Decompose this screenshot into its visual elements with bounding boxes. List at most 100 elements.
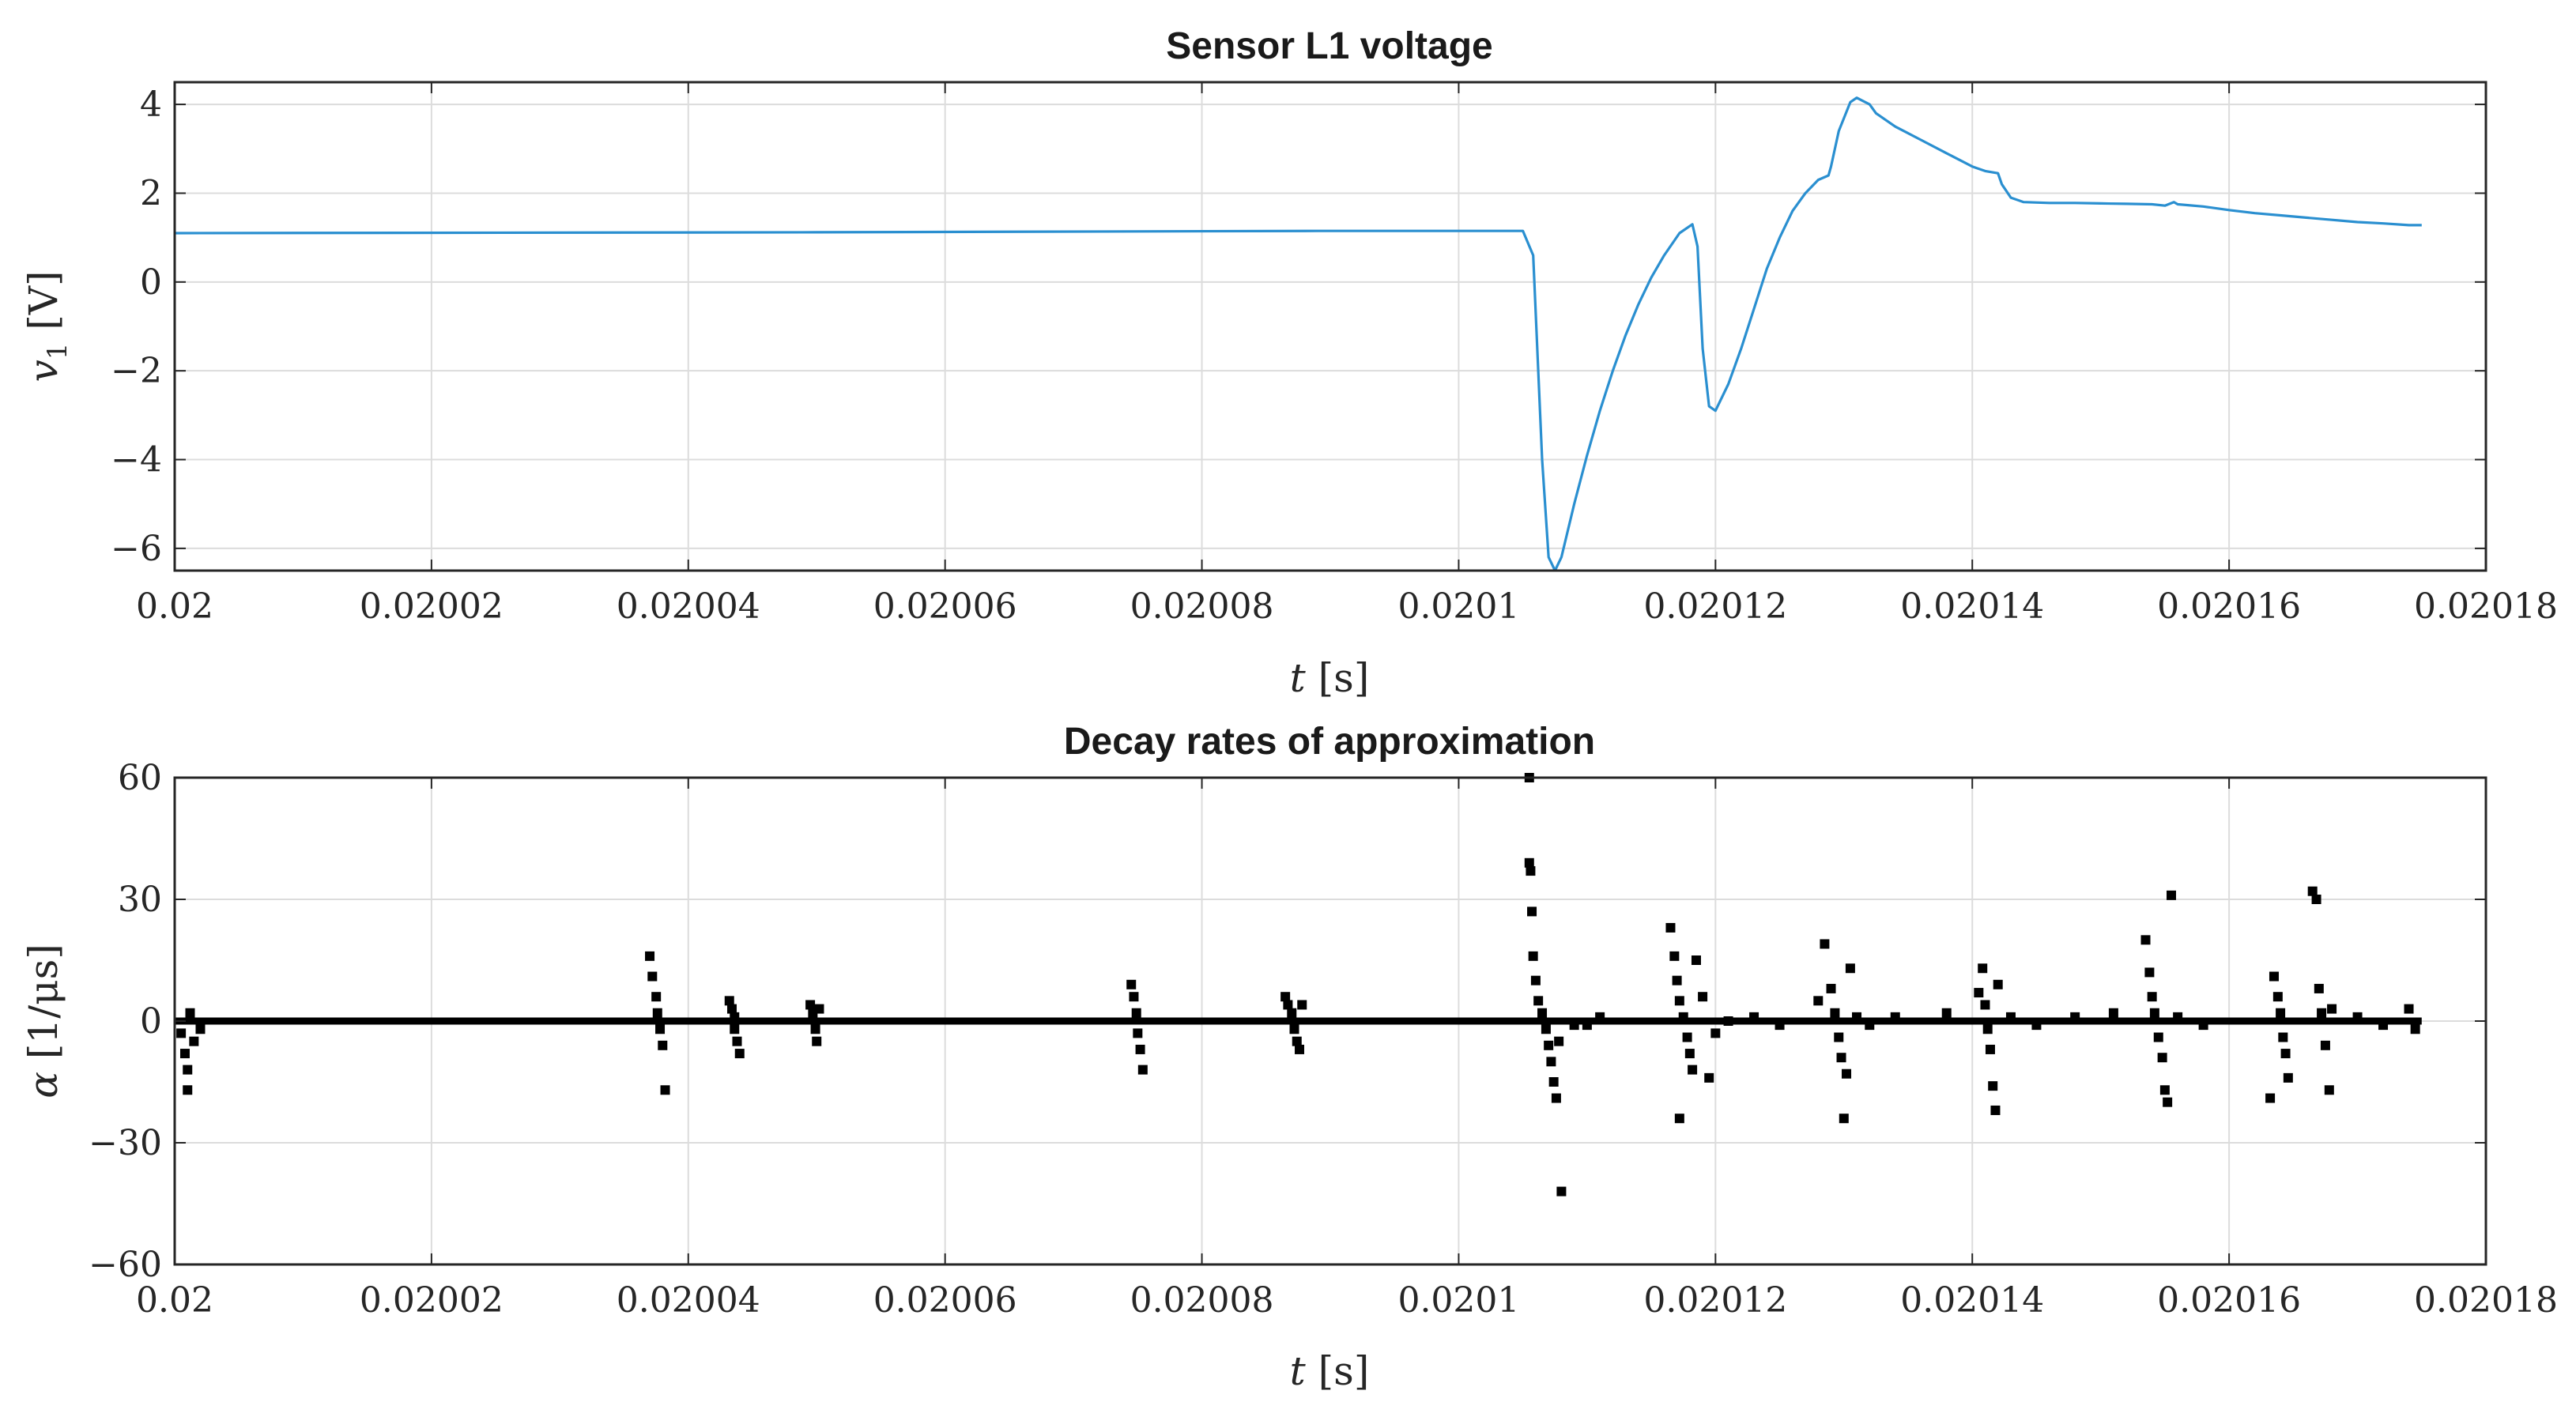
- decay-point: [1131, 1008, 1141, 1018]
- decay-rates-chart: Decay rates of approximation 0.02 0.02002…: [21, 721, 2558, 1394]
- voltage-y-tick-label: 2: [140, 173, 162, 213]
- decay-point: [652, 1008, 662, 1018]
- decay-point: [730, 1012, 740, 1022]
- decay-point: [2144, 967, 2155, 978]
- decay-x-tick-label: 0.02008: [1130, 1280, 1274, 1321]
- decay-point: [1530, 975, 1541, 985]
- decay-point: [1842, 1068, 1852, 1079]
- voltage-y-axis-label: v1 [V]: [21, 271, 74, 383]
- decay-point: [179, 1049, 190, 1059]
- voltage-x-tick-label: 0.02: [136, 586, 213, 627]
- voltage-ticks: 0.02 0.02002 0.02004 0.02006 0.02008 0.0201 0.…: [111, 82, 2558, 627]
- decay-point: [1533, 996, 1544, 1006]
- decay-point: [2320, 1040, 2330, 1050]
- decay-point: [1280, 992, 1291, 1002]
- decay-point: [185, 1008, 195, 1018]
- decay-point: [1985, 1044, 1995, 1054]
- decay-y-tick-label: −30: [89, 1123, 162, 1163]
- voltage-x-tick-label: 0.02008: [1130, 586, 1274, 627]
- voltage-y-tick-label: 4: [140, 85, 162, 125]
- decay-point: [1524, 857, 1534, 868]
- decay-y-tick-label: −60: [89, 1245, 162, 1285]
- decay-point: [1129, 992, 1139, 1002]
- decay-point: [2307, 886, 2318, 896]
- voltage-chart-title: Sensor L1 voltage: [1166, 25, 1492, 67]
- decay-point: [2327, 1004, 2337, 1014]
- voltage-line-v1: [175, 96, 2422, 571]
- decay-point: [1990, 1105, 2001, 1115]
- decay-point: [2283, 1072, 2293, 1083]
- decay-y-tick-label: 30: [118, 880, 162, 920]
- decay-point: [2198, 1020, 2208, 1031]
- decay-point: [1554, 1036, 1564, 1046]
- decay-x-axis-label: t [s]: [1290, 1348, 1370, 1394]
- decay-point: [1556, 1186, 1567, 1197]
- decay-point: [2410, 1024, 2420, 1034]
- decay-point: [2352, 1012, 2363, 1022]
- decay-point: [810, 1024, 820, 1034]
- decay-point: [1839, 1114, 1849, 1124]
- decay-chart-title: Decay rates of approximation: [1064, 721, 1595, 763]
- decay-point: [2163, 1097, 2173, 1107]
- voltage-x-tick-label: 0.02004: [617, 586, 760, 627]
- decay-x-tick-label: 0.0201: [1397, 1280, 1519, 1321]
- voltage-x-axis-label: t [s]: [1290, 655, 1370, 701]
- voltage-y-tick-label: −6: [111, 529, 162, 569]
- decay-point: [1826, 983, 1836, 993]
- decay-point: [814, 1004, 824, 1014]
- decay-point: [1820, 939, 1830, 949]
- decay-point: [195, 1024, 206, 1034]
- voltage-x-tick-label: 0.02014: [1900, 586, 2044, 627]
- decay-point: [1669, 951, 1680, 961]
- decay-point: [1749, 1012, 1759, 1022]
- decay-point: [1674, 996, 1684, 1006]
- decay-point: [1682, 1032, 1692, 1042]
- voltage-y-tick-label: −2: [111, 351, 162, 391]
- decay-point: [1980, 1000, 1990, 1010]
- decay-point: [727, 1004, 737, 1014]
- decay-point: [1135, 1044, 1145, 1054]
- decay-point: [1691, 955, 1701, 965]
- decay-point: [1546, 1057, 1556, 1067]
- decay-point: [1582, 1020, 1592, 1031]
- decay-point: [1287, 1008, 1297, 1018]
- decay-point: [1723, 1016, 1733, 1026]
- decay-point: [655, 1024, 666, 1034]
- decay-point: [1982, 1024, 1993, 1034]
- decay-point: [1126, 979, 1137, 989]
- decay-point: [1551, 1093, 1561, 1103]
- decay-point: [1813, 996, 1824, 1006]
- voltage-plot-frame: [173, 81, 2487, 572]
- decay-point: [1988, 1081, 1998, 1091]
- decay-point: [1890, 1012, 1900, 1022]
- decay-x-tick-label: 0.02018: [2414, 1280, 2558, 1321]
- decay-point: [734, 1049, 745, 1059]
- decay-ticks: 0.02 0.02002 0.02004 0.02006 0.02008 0.0201 0.…: [89, 758, 2558, 1321]
- voltage-x-tick-label: 0.02018: [2414, 586, 2558, 627]
- decay-point: [183, 1085, 193, 1095]
- decay-point: [2317, 1008, 2327, 1018]
- decay-point: [2314, 983, 2324, 993]
- decay-x-tick-label: 0.02004: [617, 1280, 760, 1321]
- voltage-y-tick-label: −4: [111, 440, 162, 480]
- decay-point: [1710, 1028, 1721, 1038]
- decay-point: [647, 971, 658, 982]
- decay-point: [660, 1085, 670, 1095]
- decay-point: [732, 1036, 742, 1046]
- decay-point: [1684, 1049, 1695, 1059]
- decay-point: [2031, 1020, 2042, 1031]
- decay-point: [176, 1028, 187, 1038]
- decay-point: [2276, 1008, 2286, 1018]
- decay-point: [2149, 1008, 2159, 1018]
- decay-scatter-points: [176, 773, 2420, 1197]
- decay-y-tick-label: 60: [118, 758, 162, 798]
- voltage-x-tick-label: 0.02006: [873, 586, 1017, 627]
- decay-point: [1845, 963, 1855, 974]
- decay-point: [1537, 1008, 1548, 1018]
- decay-point: [1834, 1032, 1844, 1042]
- decay-point: [805, 1000, 816, 1010]
- decay-point: [2311, 895, 2321, 904]
- decay-point: [812, 1036, 822, 1046]
- voltage-x-tick-label: 0.02002: [360, 586, 504, 627]
